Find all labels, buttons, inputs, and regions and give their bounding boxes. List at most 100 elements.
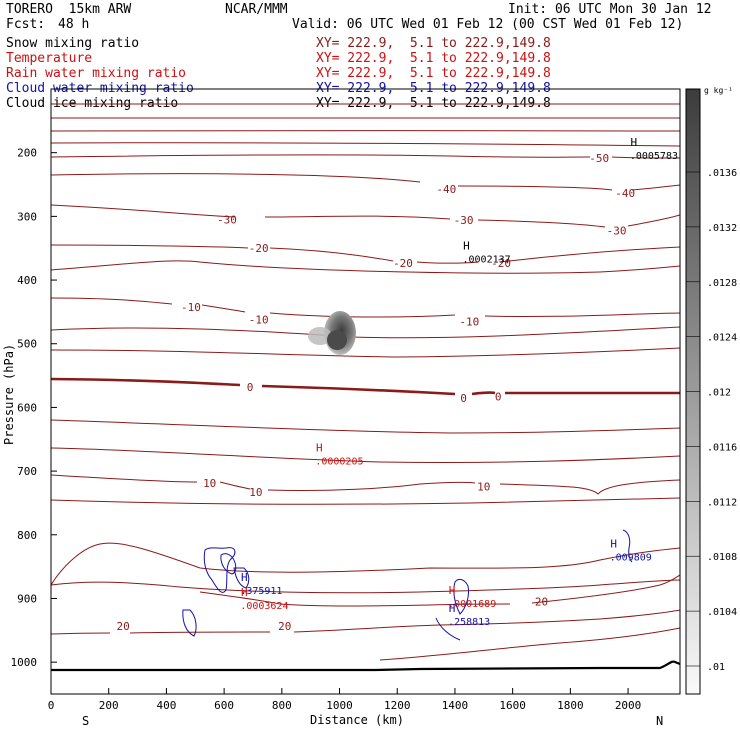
maximum-value: .0002137 <box>462 254 510 265</box>
cloud-water-contours <box>182 529 633 641</box>
isotherm-line <box>51 244 680 264</box>
cloud-water-contour <box>203 547 236 593</box>
terrain-line <box>51 660 681 672</box>
x-tick-label: 200 <box>99 699 119 712</box>
y-tick-label: 500 <box>17 338 37 351</box>
isotherm-label: -10 <box>459 315 479 328</box>
isotherm-label: -30 <box>454 214 474 227</box>
x-tick-label: 1400 <box>442 699 469 712</box>
y-tick-label: 700 <box>17 465 37 478</box>
legend-xy-rain: XY= 222.9, 5.1 to 222.9,149.8 <box>316 66 551 81</box>
y-tick-label: 300 <box>17 210 37 223</box>
x-tick-label: 2000 <box>615 699 642 712</box>
colorbar-label: .0136 <box>707 168 737 179</box>
isotherm-label: -10 <box>181 301 201 314</box>
isotherm-label: -20 <box>393 257 413 270</box>
maximum-value: .0003624 <box>240 601 288 612</box>
maximum-marker: H <box>241 586 248 599</box>
colorbar-label: .0104 <box>707 607 737 618</box>
snow-shading <box>308 311 356 355</box>
isotherm-line <box>51 142 680 147</box>
colorbar-label: .0132 <box>707 223 737 234</box>
isotherm-label: -10 <box>249 314 269 327</box>
maximum-value: .258813 <box>448 617 490 628</box>
isotherm-line <box>379 627 680 661</box>
x-tick-label: 1600 <box>499 699 526 712</box>
isotherm-line <box>51 173 680 191</box>
isotherm-line <box>51 204 680 228</box>
isotherm-line <box>51 447 680 464</box>
legend-label-temperature: Temperature <box>6 51 93 66</box>
maximum-value: .375911 <box>240 586 282 597</box>
isotherm-line <box>51 579 680 594</box>
maximum-value: .009809 <box>610 552 652 563</box>
cloud-water-contour <box>622 529 633 563</box>
isotherm-label: -20 <box>491 257 511 270</box>
colorbar-label: .0116 <box>707 442 737 453</box>
x-tick-label: 400 <box>156 699 176 712</box>
isotherm-label: 20 <box>117 620 130 633</box>
isotherm-line <box>51 419 680 434</box>
maximum-marker: H <box>449 584 456 597</box>
isotherm-label: 20 <box>535 596 548 609</box>
isotherm-label: 20 <box>278 620 291 633</box>
forecast-hours: 48 h <box>58 17 90 32</box>
forecast-label: Fcst: <box>6 17 46 32</box>
isotherm-label: -20 <box>249 242 269 255</box>
colorbar-units: g kg⁻¹ <box>704 86 733 95</box>
cloud-water-contour <box>453 578 469 615</box>
maximum-marker: H <box>463 239 470 252</box>
org-title: NCAR/MMM <box>225 2 288 17</box>
legend-label-snow: Snow mixing ratio <box>6 36 140 51</box>
y-tick-label: 200 <box>17 147 37 160</box>
cloud-water-contour <box>220 553 237 575</box>
isotherm-label: -40 <box>436 183 456 196</box>
legend-xy-temperature: XY= 222.9, 5.1 to 222.9,149.8 <box>316 51 551 66</box>
maximum-marker: H <box>316 441 323 454</box>
isotherm-line <box>51 609 680 635</box>
isotherm-label: 0 <box>247 381 254 394</box>
maximum-marker: H <box>610 537 617 550</box>
y-tick-label: 800 <box>17 529 37 542</box>
isotherm-label: 10 <box>249 486 262 499</box>
isotherm-line <box>51 326 680 339</box>
colorbar-label: .01 <box>707 662 725 673</box>
x-tick-label: 1200 <box>384 699 411 712</box>
isotherm-line <box>51 260 680 274</box>
isotherm-line <box>51 154 680 159</box>
isotherm-label: 10 <box>203 477 216 490</box>
legend-xy-snow: XY= 222.9, 5.1 to 222.9,149.8 <box>316 36 551 51</box>
legend-label-rain: Rain water mixing ratio <box>6 66 187 81</box>
valid-time: Valid: 06 UTC Wed 01 Feb 12 (00 CST Wed … <box>292 17 684 32</box>
x-tick-label: 0 <box>48 699 55 712</box>
isotherm-line <box>51 497 680 505</box>
maximum-marker: H <box>631 136 638 149</box>
isotherm-line <box>51 542 680 586</box>
maximum-value: .0001689 <box>448 599 496 610</box>
isotherm-label: 10 <box>477 480 490 493</box>
isotherm-label: -50 <box>589 152 609 165</box>
y-tick-label: 1000 <box>11 656 38 669</box>
maximum-value: .0005783 <box>630 151 678 162</box>
cloud-water-contour <box>233 567 250 589</box>
x-tick-label: 600 <box>214 699 234 712</box>
colorbar-label: .012 <box>707 388 731 399</box>
maximum-marker: H <box>241 571 248 584</box>
isotherm-line <box>51 377 680 396</box>
x-tick-label: 1000 <box>326 699 353 712</box>
isotherm-label: -30 <box>217 214 237 227</box>
isotherm-line <box>51 347 680 358</box>
y-tick-label: 900 <box>17 592 37 605</box>
isotherm-line <box>199 574 680 607</box>
maximum-marker: H <box>449 602 456 615</box>
model-title: TORERO 15km ARW <box>6 2 132 17</box>
x-end-label-left: S <box>82 714 89 728</box>
cloud-water-contour <box>435 617 461 641</box>
isotherm-label: -40 <box>615 187 635 200</box>
maximum-value: .0000205 <box>315 456 363 467</box>
colorbar-label: .0124 <box>707 333 737 344</box>
y-tick-label: 400 <box>17 274 37 287</box>
cloud-water-contour <box>182 609 197 637</box>
colorbar-label: .0112 <box>707 497 737 508</box>
